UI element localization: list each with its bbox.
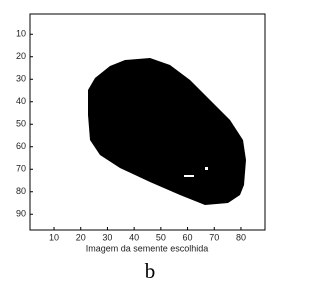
y-tick-label: 90 bbox=[16, 209, 26, 219]
caption: b bbox=[145, 259, 156, 283]
x-tick-label: 60 bbox=[183, 232, 193, 242]
x-tick-label: 50 bbox=[156, 232, 166, 242]
y-tick-label: 70 bbox=[16, 164, 26, 174]
image-speck bbox=[184, 175, 194, 177]
chart: Imagem da semente escolhida b 10 20 30 40 50… bbox=[0, 0, 266, 287]
y-tick-label: 40 bbox=[16, 96, 26, 106]
x-tick-label: 30 bbox=[102, 232, 112, 242]
x-tick-label: 40 bbox=[129, 232, 139, 242]
y-tick-label: 50 bbox=[16, 119, 26, 129]
x-tick-label: 80 bbox=[236, 232, 246, 242]
y-tick-label: 80 bbox=[16, 186, 26, 196]
y-tick-label: 10 bbox=[16, 29, 26, 39]
x-tick-label: 20 bbox=[76, 232, 86, 242]
y-tick-label: 30 bbox=[16, 74, 26, 84]
x-tick-label: 10 bbox=[49, 232, 59, 242]
image-speck bbox=[205, 167, 208, 170]
y-tick-label: 20 bbox=[16, 51, 26, 61]
x-axis-label: Imagem da semente escolhida bbox=[86, 243, 209, 253]
y-tick-label: 60 bbox=[16, 141, 26, 151]
x-tick-label: 70 bbox=[209, 232, 219, 242]
